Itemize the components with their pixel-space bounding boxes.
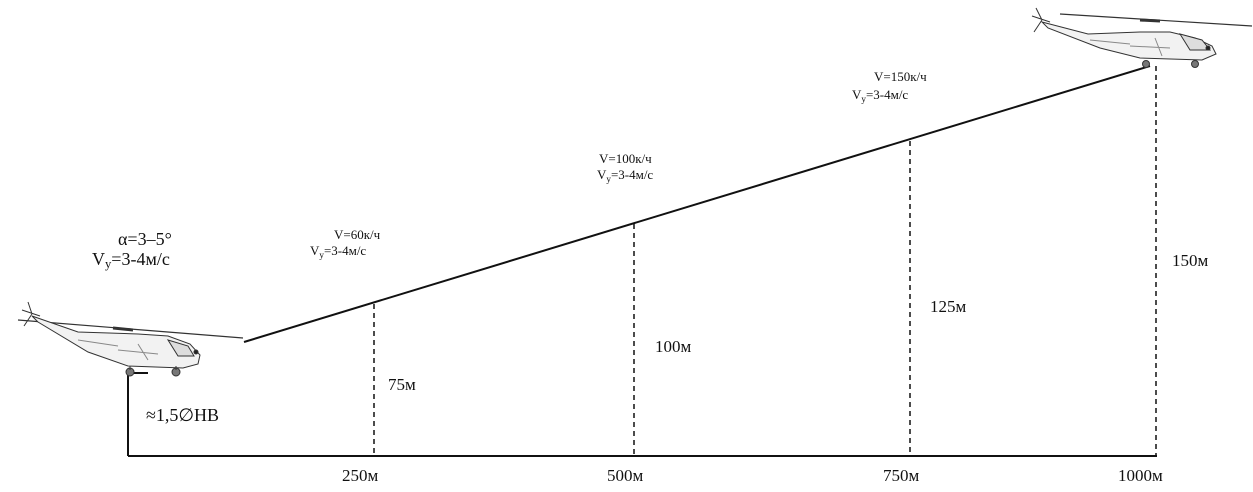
distance-label-750: 750м [883,466,920,485]
speed-label-750: V=150к/ч [874,69,927,84]
hover-height-line [127,372,148,456]
height-label-500: 100м [655,337,692,356]
helicopter-icon [1031,7,1253,68]
height-label-250: 75м [388,375,416,394]
speed-label-500: V=100к/ч [599,151,652,166]
height-label-1000: 150м [1172,251,1209,270]
vertical-speed-label-750: Vy=3-4м/с [852,86,908,108]
height-label-750: 125м [930,297,967,316]
distance-label-250: 250м [342,466,379,485]
vy-value: =3-4м/с [111,249,170,269]
vertical-speed-label-500: Vy=3-4м/с [597,166,653,188]
vy-prefix: V [92,249,105,269]
vy-value: =3-4м/с [865,87,909,102]
vy-prefix: V [310,243,320,258]
hover-height-label: ≈1,5∅НВ [146,405,220,425]
helicopter-icon [17,301,244,377]
vy-prefix: V [852,87,862,102]
start-vertical-speed-label: Vy=3-4м/с [92,248,170,275]
distance-label-500: 500м [607,466,644,485]
vy-value: =3-4м/с [610,167,654,182]
climb-path [243,65,1151,343]
vy-subscript: y [105,257,112,271]
vy-subscript: y [319,250,324,260]
speed-label-250: V=60к/ч [334,227,381,242]
vy-subscript: y [861,94,866,104]
vy-subscript: y [606,174,611,184]
vertical-speed-label-250: Vy=3-4м/с [310,242,366,264]
vy-prefix: V [597,167,607,182]
vy-value: =3-4м/с [323,243,367,258]
pitch-angle-label: α=3–5° [118,229,172,249]
distance-label-1000: 1000м [1118,466,1163,485]
